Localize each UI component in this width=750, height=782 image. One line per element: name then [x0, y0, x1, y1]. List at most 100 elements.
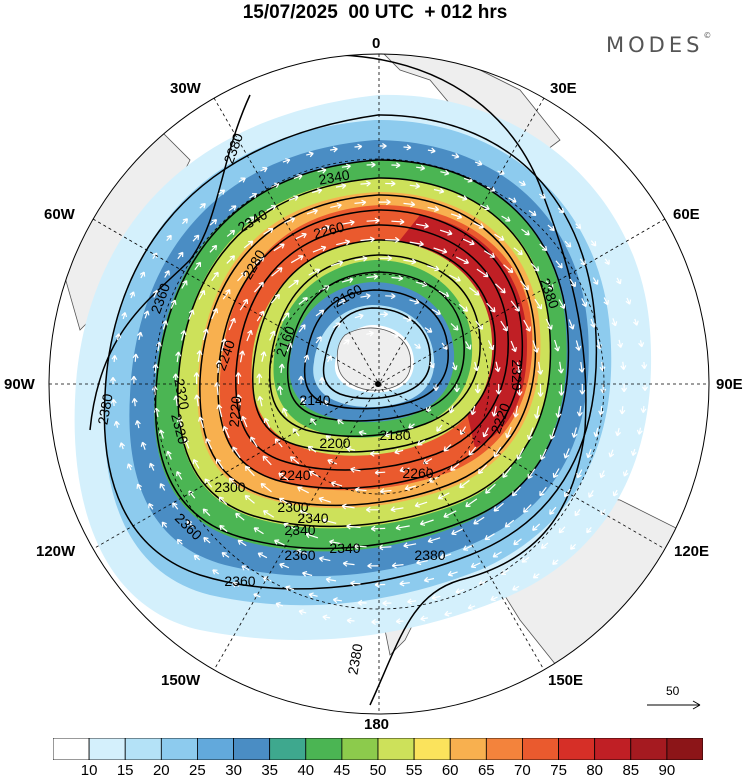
- wind-arrow: [625, 297, 632, 305]
- wind-arrow: [622, 469, 629, 477]
- wind-arrow: [482, 427, 489, 438]
- wind-arrow: [336, 239, 351, 246]
- wind-arrow: [365, 506, 379, 513]
- wind-arrow: [467, 604, 476, 610]
- wind-arrow: [440, 169, 450, 176]
- wind-arrow: [110, 398, 117, 407]
- map-boundary: [48, 53, 710, 715]
- contour-label: 2180: [379, 427, 410, 443]
- colorbar-swatch: [522, 738, 559, 760]
- wind-arrow: [640, 405, 647, 413]
- wind-arrow: [354, 199, 367, 206]
- wind-arrow: [474, 160, 483, 166]
- wind-arrow: [235, 512, 245, 521]
- reference-arrow-head: [692, 700, 701, 710]
- wind-arrow: [641, 384, 649, 392]
- wind-arrow: [140, 441, 147, 450]
- wind-arrow: [164, 270, 170, 278]
- map-title: 15/07/2025 00 UTC + 012 hrs: [242, 2, 508, 23]
- wind-arrow: [600, 508, 606, 516]
- colorbar-tick-label: 90: [658, 762, 676, 779]
- colorbar-tick-label: 50: [369, 762, 387, 779]
- wind-arrow: [630, 448, 637, 456]
- wind-arrow: [391, 331, 400, 338]
- wind-arrow: [289, 456, 300, 465]
- colorbar-swatch: [124, 738, 162, 760]
- wind-arrow: [576, 469, 583, 479]
- wind-arrow: [505, 426, 512, 439]
- contour-2340: [154, 159, 570, 550]
- latitude-circle-60s: [153, 158, 605, 610]
- wind-arrow: [278, 497, 292, 506]
- wind-arrow: [341, 503, 355, 510]
- wind-arrow: [299, 509, 314, 517]
- wind-arrow: [330, 202, 342, 209]
- wind-arrow: [465, 341, 472, 350]
- wind-arrow: [341, 163, 351, 170]
- brand-text: MODES: [606, 33, 704, 57]
- wind-arrow: [576, 405, 583, 417]
- wind-arrow: [437, 492, 450, 500]
- wind-arrow: [370, 525, 386, 532]
- wind-arrow: [366, 273, 379, 280]
- wind-arrow: [604, 258, 610, 265]
- wind-arrow: [408, 423, 415, 429]
- wind-arrow: [508, 197, 517, 203]
- wind-arrow: [322, 614, 331, 621]
- wind-arrow: [608, 449, 615, 458]
- wind-arrow: [260, 482, 272, 493]
- wind-arrow: [615, 427, 622, 437]
- wind-arrow: [228, 317, 236, 331]
- wind-arrow: [318, 496, 332, 503]
- wind-arrow: [603, 297, 609, 306]
- wind-arrow: [490, 595, 498, 602]
- wind-arrow: [378, 544, 392, 551]
- wind-arrow: [527, 427, 534, 441]
- contour-2360: [103, 114, 598, 590]
- reference-vector: [647, 700, 701, 710]
- wind-arrow: [586, 448, 592, 459]
- wind-arrow: [278, 363, 285, 373]
- wind-arrow: [176, 417, 183, 428]
- wind-arrow: [278, 472, 289, 481]
- wind-arrow: [558, 299, 566, 310]
- wind-arrow: [512, 405, 519, 418]
- wind-arrow: [579, 258, 586, 266]
- wind-arrow: [530, 262, 540, 272]
- wind-arrow: [598, 406, 605, 416]
- wind-arrow: [271, 267, 283, 277]
- wind-arrow: [390, 506, 404, 513]
- wind-arrow: [236, 394, 242, 406]
- wind-arrow: [486, 302, 496, 313]
- wind-arrow: [402, 316, 412, 322]
- wind-arrow: [183, 438, 190, 449]
- wind-arrow: [239, 298, 248, 311]
- wind-arrow: [621, 384, 628, 393]
- wind-arrow: [458, 303, 469, 312]
- wind-arrow: [325, 435, 334, 441]
- wind-arrow: [528, 210, 537, 216]
- lon-label-60w: 60W: [44, 206, 75, 223]
- wind-arrow: [279, 562, 290, 569]
- wind-arrow: [246, 329, 253, 342]
- wind-arrow: [161, 521, 168, 528]
- wind-arrow: [354, 143, 363, 150]
- wind-arrow: [132, 353, 139, 362]
- wind-arrow: [433, 187, 445, 194]
- wind-arrow: [399, 466, 410, 473]
- wind-arrow: [237, 271, 247, 282]
- contour-label: 2260: [402, 465, 433, 481]
- wind-arrow: [262, 455, 272, 466]
- wind-arrow: [250, 436, 258, 448]
- wind-arrow: [552, 559, 559, 565]
- colorbar-swatch: [449, 738, 487, 760]
- wind-arrow: [366, 161, 376, 168]
- wind-arrow: [448, 405, 455, 414]
- contour-label: 2320: [509, 359, 525, 390]
- wind-arrow: [403, 144, 412, 151]
- wind-arrow: [281, 312, 290, 322]
- wind-arrow: [342, 560, 355, 567]
- wind-arrow: [564, 240, 572, 248]
- wind-arrow: [243, 240, 254, 249]
- colorbar-swatch: [341, 738, 379, 760]
